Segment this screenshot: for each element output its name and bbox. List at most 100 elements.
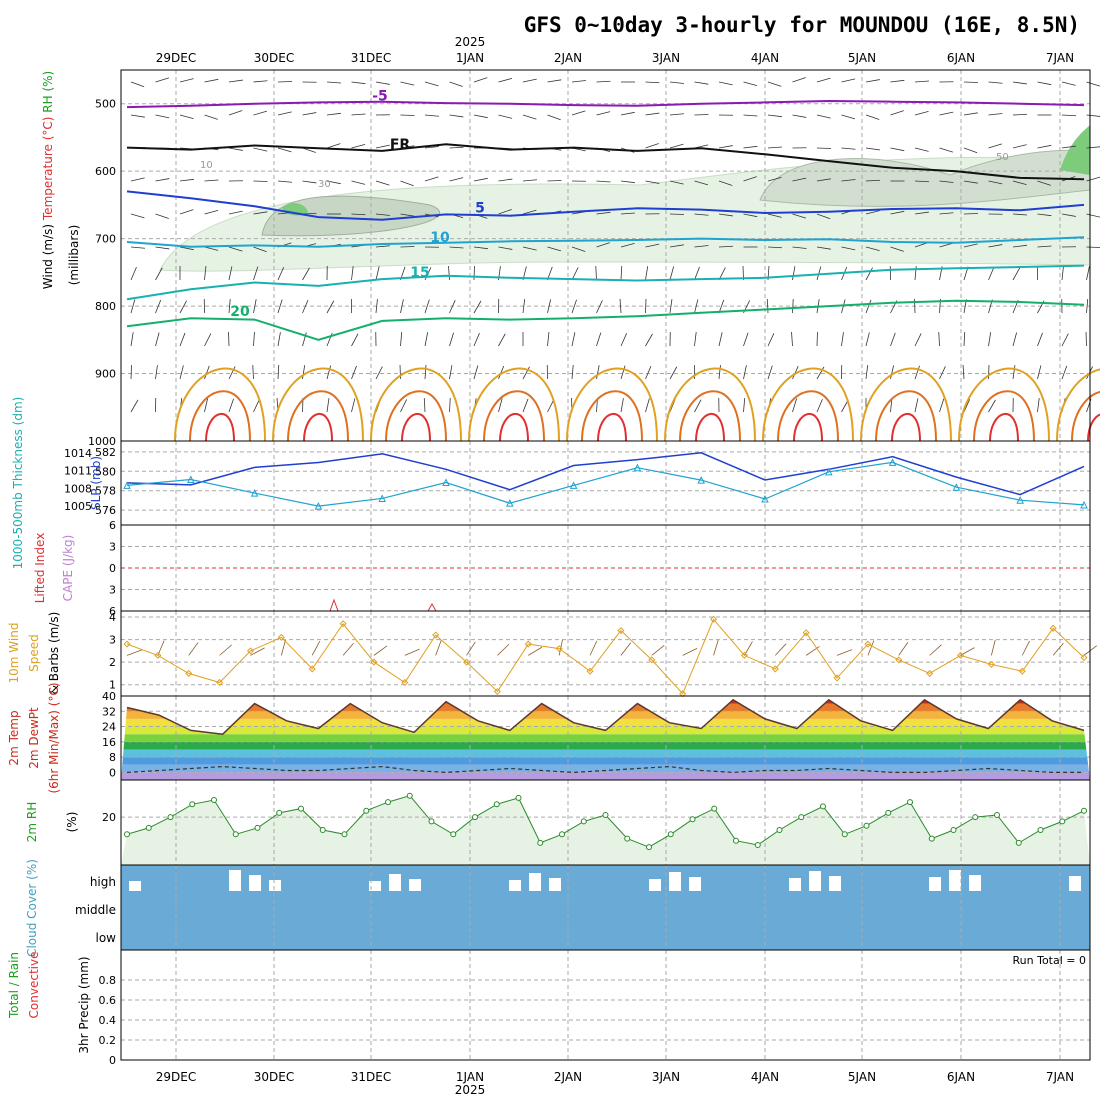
- wind-barb: [375, 213, 390, 216]
- wind-speed-point: [895, 656, 903, 664]
- wind-barb: [792, 398, 797, 413]
- top-date-label: 1JAN: [456, 51, 484, 65]
- stability-tick-label: 3: [109, 584, 116, 597]
- wind-barb: [841, 332, 844, 347]
- wind-barb: [792, 246, 807, 249]
- wind-barb: [939, 366, 946, 380]
- wind-barb: [620, 212, 635, 215]
- wind-barb: [805, 646, 820, 656]
- wind-barb: [1012, 81, 1027, 85]
- wind-barb: [914, 147, 929, 152]
- wind-barb: [130, 177, 145, 182]
- rh-point: [994, 812, 1000, 818]
- heat-contour: [958, 367, 1050, 442]
- wind-barb: [155, 213, 169, 219]
- wind-barb: [179, 78, 194, 83]
- wind-barb: [228, 210, 243, 215]
- wind-barb: [449, 300, 456, 314]
- wind-barb: [865, 267, 873, 281]
- rh-point: [907, 799, 913, 806]
- bottom-date-label: 5JAN: [848, 1070, 876, 1084]
- rh-tick-label: 20: [102, 811, 116, 824]
- rh-ylabel: 2m RH: [25, 802, 39, 843]
- wind-barb: [841, 78, 856, 83]
- wind-barb: [351, 143, 366, 149]
- wind-barb: [791, 332, 793, 347]
- precip-tick-label: 0: [109, 1054, 116, 1067]
- wind-barb: [277, 299, 283, 314]
- rh-point: [1037, 827, 1044, 833]
- wind-barb: [890, 332, 896, 347]
- wind-barb: [351, 81, 366, 85]
- wind-barb: [351, 266, 354, 281]
- wind-barb: [1086, 299, 1089, 314]
- wind-barb: [424, 299, 430, 314]
- top-year-label: 2025: [455, 35, 486, 49]
- temp-tick-label: 32: [102, 705, 116, 718]
- temperature-contour: [126, 143, 1085, 181]
- wind-barb: [204, 365, 210, 380]
- rh-point: [363, 807, 370, 814]
- rh-point: [1081, 807, 1087, 814]
- wind-barb: [522, 78, 537, 83]
- temperature-contour-label: FR: [390, 137, 411, 153]
- wind-barb: [1052, 642, 1064, 656]
- heat-contour: [777, 390, 839, 442]
- rh-point: [559, 831, 565, 838]
- cloud-gap: [529, 873, 541, 891]
- wind-barb: [1061, 145, 1076, 149]
- heat-contour: [679, 390, 741, 442]
- wind-barb: [130, 246, 145, 249]
- wind-barb: [155, 114, 170, 119]
- wind-barb: [250, 647, 265, 656]
- slp-ylabel: SLP (mb): [89, 456, 103, 510]
- heat-contour: [1056, 368, 1100, 442]
- wind-barb: [130, 299, 136, 314]
- wind-barb: [277, 111, 292, 116]
- temp-band: [121, 741, 1090, 750]
- wind-barb: [865, 79, 880, 83]
- wind-barb: [890, 79, 905, 83]
- wind-ylabel-3: & Barbs (m/s): [47, 612, 61, 695]
- wind-barb: [713, 639, 719, 656]
- wind-barb: [498, 114, 513, 119]
- wind-barb: [1012, 144, 1027, 149]
- wind-barb: [204, 78, 219, 83]
- wind-barb: [130, 114, 145, 118]
- ylabel-part: CAPE (J/kg): [61, 535, 75, 602]
- wind-barb: [682, 647, 698, 656]
- wind-barb: [449, 146, 464, 149]
- wind-barb: [342, 643, 354, 656]
- wind-barb: [792, 114, 807, 118]
- top-date-label: 7JAN: [1046, 51, 1074, 65]
- bottom-year-label: 2025: [455, 1083, 486, 1097]
- wind-barb: [963, 180, 978, 184]
- wind-barb: [1012, 267, 1021, 281]
- heat-contour: [695, 412, 725, 442]
- stability-tick-label: 0: [109, 562, 116, 575]
- rh-point: [319, 827, 326, 833]
- wind-barb: [718, 180, 733, 186]
- wind-barb: [1012, 244, 1027, 248]
- wind-barb: [767, 81, 782, 87]
- wind-speed-point: [802, 629, 810, 637]
- rh-shading-high: [1060, 125, 1090, 175]
- rh-point: [341, 831, 348, 838]
- wind-barb: [939, 212, 954, 215]
- wind-barb: [498, 209, 512, 215]
- wind-barb: [547, 79, 562, 83]
- heat-contour: [174, 367, 266, 442]
- panel-frame: [120, 949, 1091, 1061]
- rh-point: [580, 818, 587, 825]
- wind-barb: [1061, 114, 1077, 117]
- wind-barb: [669, 244, 684, 248]
- precip-tick-label: 0.4: [99, 1014, 117, 1027]
- wind-barb: [767, 213, 782, 218]
- wind-barbs: [130, 77, 1100, 413]
- wind-barb: [865, 179, 881, 182]
- wind-barb: [253, 147, 268, 152]
- heat-contour: [468, 367, 560, 442]
- wind-barb: [743, 81, 758, 87]
- ylabel-part: 2m DewPt: [27, 707, 41, 769]
